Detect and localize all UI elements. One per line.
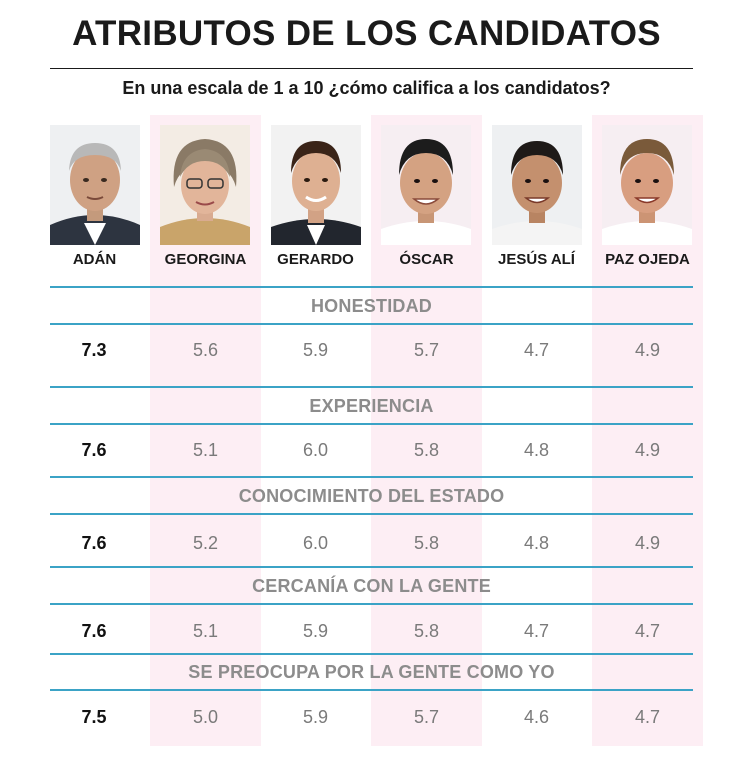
attribute-label: CERCANÍA CON LA GENTE <box>252 576 491 596</box>
score-cell: 7.6 <box>81 621 107 641</box>
score-cell: 7.3 <box>81 340 107 360</box>
table-rule <box>50 653 693 655</box>
candidate-portrait-oscar <box>381 125 471 245</box>
candidate-name-georgina: GEORGINA <box>164 251 247 268</box>
attribute-label: HONESTIDAD <box>310 296 432 316</box>
candidate-name-oscar: ÓSCAR <box>399 251 454 268</box>
score-cell: 5.1 <box>192 440 219 460</box>
score-cell: 5.7 <box>413 340 440 360</box>
title-divider <box>50 68 693 69</box>
score-cell: 5.7 <box>413 707 440 727</box>
score-cell: 5.6 <box>192 340 219 360</box>
score-cell: 4.7 <box>634 621 661 641</box>
score-cell: 4.8 <box>523 440 550 460</box>
score-cell: 5.9 <box>302 340 329 360</box>
score-cell: 6.0 <box>302 440 329 460</box>
candidate-portrait-georgina <box>160 125 250 245</box>
attribute-label: SE PREOCUPA POR LA GENTE COMO YO <box>188 662 555 682</box>
table-rule <box>50 689 693 691</box>
score-cell: 4.9 <box>634 533 661 553</box>
score-cell: 5.1 <box>192 621 219 641</box>
score-cell: 5.8 <box>413 440 440 460</box>
score-cell: 5.8 <box>413 533 440 553</box>
score-cell: 4.9 <box>634 440 661 460</box>
table-rule <box>50 566 693 568</box>
table-rule <box>50 323 693 325</box>
score-cell: 4.9 <box>634 340 661 360</box>
candidate-name-paz-ojeda: PAZ OJEDA <box>605 251 690 268</box>
candidate-portrait-jesus-ali <box>492 125 582 245</box>
score-cell: 5.9 <box>302 707 329 727</box>
score-cell: 4.7 <box>523 340 550 360</box>
table-rule <box>50 476 693 478</box>
score-cell: 5.8 <box>413 621 440 641</box>
score-cell: 4.7 <box>523 621 550 641</box>
score-cell: 7.6 <box>81 533 107 553</box>
attribute-label: CONOCIMIENTO DEL ESTADO <box>238 486 505 506</box>
page-title: ATRIBUTOS DE LOS CANDIDATOS <box>72 14 661 53</box>
table-rule <box>50 513 693 515</box>
candidate-portrait-gerardo <box>271 125 361 245</box>
score-cell: 7.6 <box>81 440 107 460</box>
score-cell: 5.9 <box>302 621 329 641</box>
candidate-name-jesus-ali: JESÚS ALÍ <box>498 251 575 268</box>
candidate-portrait-adan <box>50 125 140 245</box>
candidate-portrait-paz-ojeda <box>602 125 692 245</box>
score-cell: 4.6 <box>523 707 550 727</box>
score-cell: 6.0 <box>302 533 329 553</box>
score-cell: 7.5 <box>81 707 107 727</box>
score-cell: 5.0 <box>192 707 219 727</box>
attribute-label: EXPERIENCIA <box>309 396 434 416</box>
subtitle: En una escala de 1 a 10 ¿cómo califica a… <box>122 78 611 98</box>
table-rule <box>50 286 693 288</box>
table-rule <box>50 603 693 605</box>
table-rule <box>50 386 693 388</box>
table-rule <box>50 423 693 425</box>
candidate-name-adan: ADÁN <box>72 251 117 268</box>
score-cell: 5.2 <box>192 533 219 553</box>
score-cell: 4.7 <box>634 707 661 727</box>
score-cell: 4.8 <box>523 533 550 553</box>
candidate-name-gerardo: GERARDO <box>277 251 354 268</box>
